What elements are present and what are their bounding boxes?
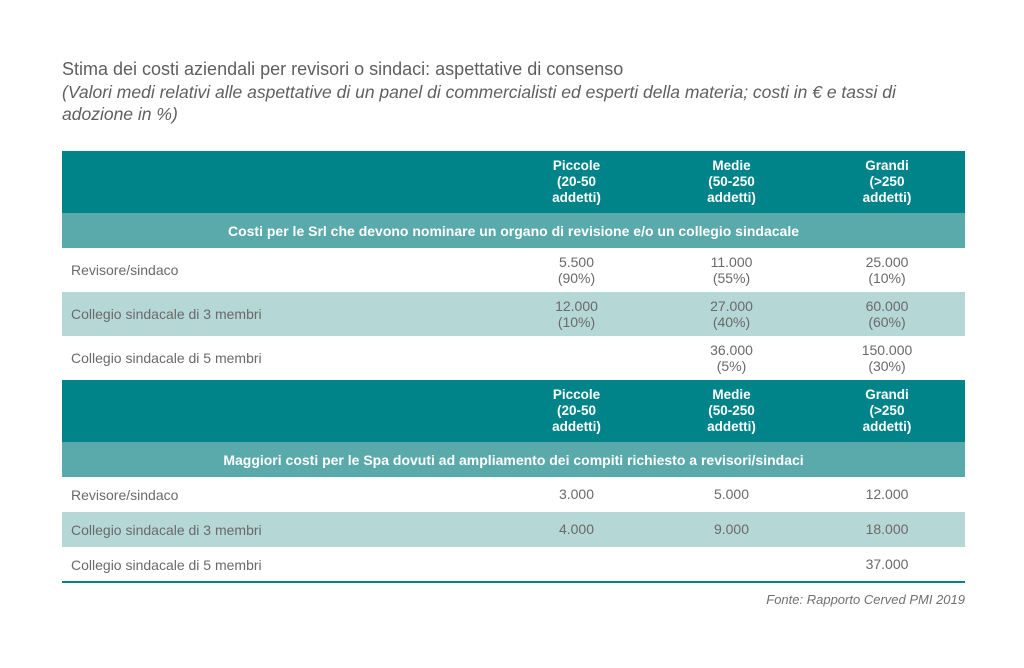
table-cell: 25.000 (10%) — [809, 248, 965, 292]
column-header-line: Grandi — [865, 158, 909, 173]
page-subtitle: (Valori medi relativi alle aspettative d… — [62, 82, 896, 124]
column-header-line: (20-50 — [556, 403, 597, 418]
cell-percent: (90%) — [557, 270, 596, 286]
cell-percent: (10%) — [557, 314, 596, 330]
table-cell: 12.000 — [865, 486, 909, 503]
table-cell: 150.000 (30%) — [809, 336, 965, 380]
column-header-line: Grandi — [865, 387, 909, 402]
row-label: Collegio sindacale di 3 membri — [71, 521, 262, 538]
column-header-piccole: Piccole (20-50 addetti) — [499, 151, 654, 213]
section-heading-srl: Costi per le Srl che devono nominare un … — [62, 213, 965, 248]
source-note: Fonte: Rapporto Cerved PMI 2019 — [766, 592, 965, 607]
column-header-grandi: Grandi (>250 addetti) — [809, 151, 965, 213]
table-header-row: Piccole (20-50 addetti) Medie (50-250 ad… — [62, 380, 965, 442]
column-header-grandi: Grandi (>250 addetti) — [809, 380, 965, 442]
table-header-row: Piccole (20-50 addetti) Medie (50-250 ad… — [62, 151, 965, 213]
table-cell: 3.000 — [558, 486, 595, 503]
column-header-line: addetti) — [862, 419, 912, 434]
table-cell: 5.500 (90%) — [499, 248, 654, 292]
column-header-line: addetti) — [862, 190, 912, 205]
cell-percent: (10%) — [868, 270, 906, 286]
column-header-line: Piccole — [552, 158, 601, 173]
column-header-line: Piccole — [552, 387, 601, 402]
column-header-line: addetti) — [552, 190, 601, 205]
table-row: Revisore/sindaco 5.500 (90%) 11.000 (55%… — [62, 248, 965, 292]
section-heading-text: Costi per le Srl che devono nominare un … — [227, 222, 799, 239]
column-header-line: Medie — [712, 387, 751, 402]
cell-percent: (30%) — [868, 358, 906, 374]
table-bottom-rule — [62, 581, 965, 583]
column-header-line: (50-250 — [708, 403, 755, 418]
table-cell: 4.000 — [558, 521, 595, 538]
table-cell: 5.000 — [713, 486, 750, 503]
table-cell — [499, 547, 654, 582]
header-empty-cell — [62, 380, 499, 442]
table-cell — [654, 547, 809, 582]
table-row: Collegio sindacale di 3 membri 4.000 9.0… — [62, 512, 965, 547]
cell-percent: (60%) — [868, 314, 906, 330]
table-row: Collegio sindacale di 5 membri 36.000 (5… — [62, 336, 965, 380]
column-header-line: addetti) — [707, 190, 756, 205]
column-header-line: (>250 — [869, 174, 905, 189]
page-title: Stima dei costi aziendali per revisori o… — [62, 59, 624, 79]
header-empty-cell — [62, 151, 499, 213]
cell-value: 5.500 — [558, 253, 595, 270]
cost-table: Piccole (20-50 addetti) Medie (50-250 ad… — [62, 151, 965, 582]
table-cell: 11.000 (55%) — [654, 248, 809, 292]
column-header-medie: Medie (50-250 addetti) — [654, 380, 809, 442]
column-header-medie: Medie (50-250 addetti) — [654, 151, 809, 213]
row-label: Revisore/sindaco — [71, 262, 179, 278]
table-cell: 37.000 — [865, 556, 909, 573]
table-row: Collegio sindacale di 3 membri 12.000 (1… — [62, 292, 965, 336]
section-heading-text: Maggiori costi per le Spa dovuti ad ampl… — [223, 451, 804, 468]
table-cell: 9.000 — [713, 521, 750, 538]
row-label: Collegio sindacale di 3 membri — [71, 306, 262, 322]
cell-percent: (55%) — [712, 270, 751, 286]
cell-value: 25.000 — [865, 253, 909, 270]
column-header-line: Medie — [712, 158, 751, 173]
table-cell: 12.000 (10%) — [499, 292, 654, 336]
column-header-line: addetti) — [707, 419, 756, 434]
cell-value: 11.000 — [710, 253, 753, 270]
section-heading-spa: Maggiori costi per le Spa dovuti ad ampl… — [62, 442, 965, 477]
cell-percent: (5%) — [716, 358, 747, 374]
cell-value: 150.000 — [861, 341, 913, 358]
column-header-line: (>250 — [869, 403, 905, 418]
column-header-line: (50-250 — [708, 174, 755, 189]
column-header-piccole: Piccole (20-50 addetti) — [499, 380, 654, 442]
cell-value: 12.000 — [555, 297, 598, 314]
cell-percent: (40%) — [712, 314, 751, 330]
column-header-line: addetti) — [552, 419, 601, 434]
cell-value: 60.000 — [865, 297, 909, 314]
table-cell: 27.000 (40%) — [654, 292, 809, 336]
row-label: Collegio sindacale di 5 membri — [71, 350, 262, 366]
table-row: Collegio sindacale di 5 membri 37.000 — [62, 547, 965, 582]
row-label: Revisore/sindaco — [71, 486, 179, 503]
table-cell — [499, 336, 654, 380]
column-header-line: (20-50 — [556, 174, 597, 189]
cell-value: 27.000 — [710, 297, 753, 314]
table-cell: 60.000 (60%) — [809, 292, 965, 336]
table-row: Revisore/sindaco 3.000 5.000 12.000 — [62, 477, 965, 512]
row-label: Collegio sindacale di 5 membri — [71, 556, 262, 573]
cell-value: 36.000 — [710, 341, 753, 358]
table-cell: 18.000 — [865, 521, 909, 538]
table-cell: 36.000 (5%) — [654, 336, 809, 380]
